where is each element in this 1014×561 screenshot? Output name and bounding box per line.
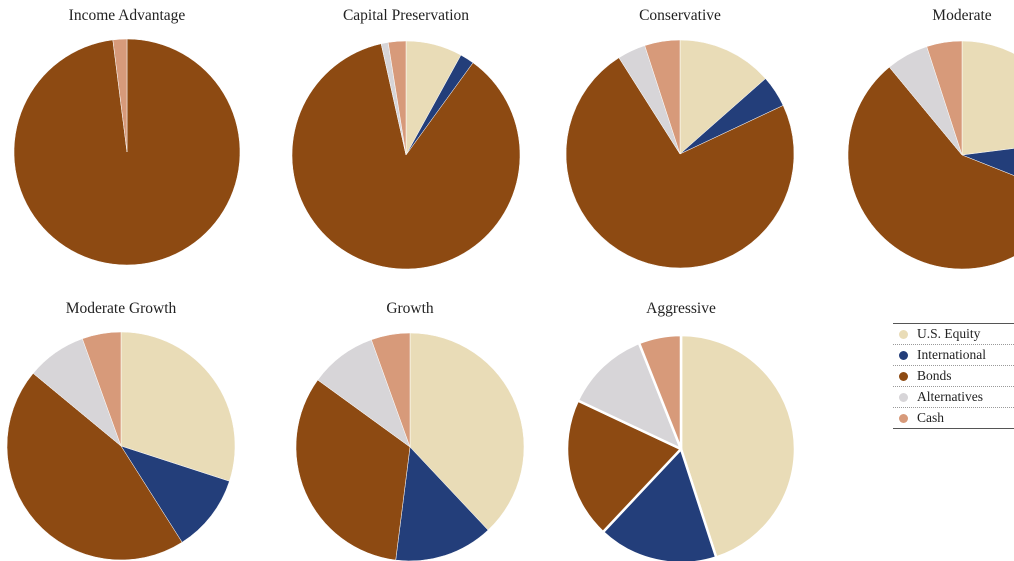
pie-chart-capital-preservation: Capital Preservation: [291, 7, 521, 270]
legend-swatch-alternatives: [899, 393, 908, 402]
legend-swatch-bonds: [899, 372, 908, 381]
chart-legend: U.S. Equity International Bonds Alternat…: [893, 323, 1014, 429]
pie-slice-bonds: [565, 399, 683, 534]
pie-slice-u-s-equity: [409, 332, 525, 531]
chart-title: Moderate: [932, 7, 992, 24]
legend-swatch-international: [899, 351, 908, 360]
pie-chart-income-advantage: Income Advantage: [13, 7, 241, 266]
pie-slice-bonds: [295, 379, 411, 561]
legend-label-bonds: Bonds: [917, 368, 952, 383]
chart-title: Capital Preservation: [343, 7, 469, 24]
chart-title: Growth: [386, 300, 434, 317]
legend-label-alternatives: Alternatives: [917, 389, 983, 404]
chart-title: Moderate Growth: [66, 300, 177, 317]
pie-slice-alternatives: [576, 341, 683, 451]
pie-slice-cash: [371, 332, 411, 448]
legend-item-us-equity: U.S. Equity: [893, 324, 1014, 345]
pie-slice-cash: [926, 40, 963, 156]
pie-slice-cash: [82, 331, 122, 447]
chart-title: Conservative: [639, 7, 721, 24]
legend-item-international: International: [893, 345, 1014, 366]
pie-slice-cash: [637, 333, 683, 451]
pie-chart-conservative: Conservative: [565, 7, 795, 269]
legend-swatch-us-equity: [899, 330, 908, 339]
legend-item-cash: Cash: [893, 408, 1014, 428]
pie-slice-cash: [112, 38, 128, 153]
pie-chart-growth: Growth: [295, 300, 525, 561]
pie-slice-bonds: [847, 66, 1014, 270]
pie-chart-moderate-growth: Moderate Growth: [6, 300, 236, 561]
pie-slice-u-s-equity: [961, 40, 1014, 156]
pie-slice-bonds: [565, 57, 795, 269]
legend-swatch-cash: [899, 414, 908, 423]
pie-chart-moderate: Moderate: [847, 7, 1014, 270]
pie-slice-bonds: [6, 373, 183, 561]
legend-item-bonds: Bonds: [893, 366, 1014, 387]
pie-slice-cash: [387, 40, 407, 156]
pie-chart-aggressive: Aggressive: [565, 300, 797, 561]
chart-title: Aggressive: [646, 300, 716, 317]
pie-slice-u-s-equity: [679, 39, 766, 155]
chart-title: Income Advantage: [69, 7, 186, 24]
pie-slice-international: [120, 445, 230, 543]
legend-label-us-equity: U.S. Equity: [917, 326, 981, 341]
pie-slice-international: [601, 447, 718, 561]
pie-slice-international: [961, 148, 1014, 176]
legend-label-international: International: [917, 347, 986, 362]
pie-slice-bonds: [291, 43, 521, 270]
pie-slice-u-s-equity: [120, 331, 236, 482]
pie-slice-u-s-equity: [679, 333, 797, 559]
legend-label-cash: Cash: [917, 410, 944, 425]
pie-slice-cash: [644, 39, 681, 155]
legend-item-alternatives: Alternatives: [893, 387, 1014, 408]
